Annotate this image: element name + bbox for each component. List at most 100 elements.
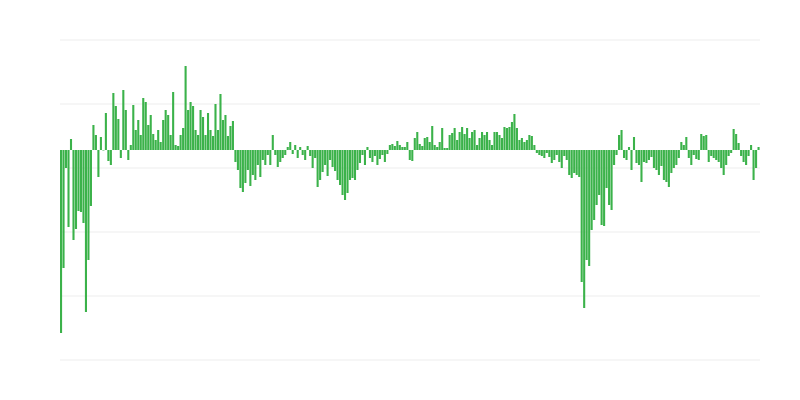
bar [730, 150, 733, 153]
bar [456, 140, 459, 150]
bar [361, 150, 364, 155]
bar [398, 145, 401, 150]
bar [112, 93, 115, 150]
bar [710, 150, 713, 156]
bar [426, 137, 429, 150]
bar [677, 150, 680, 158]
bar [281, 150, 284, 158]
gridlines [60, 39, 760, 361]
bar [174, 145, 177, 150]
bar [72, 150, 75, 240]
bar [498, 135, 501, 150]
bar [483, 135, 486, 150]
bar [388, 145, 391, 150]
bar [647, 150, 650, 160]
bar [528, 135, 531, 150]
bar [458, 132, 461, 150]
bar [324, 150, 327, 165]
bar [211, 136, 215, 150]
bar [635, 150, 638, 163]
bar [206, 113, 210, 150]
bar [560, 150, 563, 168]
bar [84, 150, 88, 312]
bar [680, 142, 683, 150]
bar [510, 122, 513, 150]
bar [530, 136, 533, 150]
bar [433, 145, 436, 150]
bar [720, 150, 723, 168]
bar [485, 132, 489, 150]
bar [737, 143, 740, 150]
bar [757, 147, 760, 150]
bar [187, 110, 190, 150]
bar [595, 150, 598, 205]
bar [319, 150, 322, 180]
bar [662, 150, 665, 180]
bar [660, 150, 663, 166]
bar [147, 125, 150, 150]
bar [199, 110, 202, 150]
bar [403, 147, 406, 150]
bar [466, 128, 469, 150]
bar [615, 150, 618, 155]
bar [722, 150, 725, 175]
bar [608, 150, 611, 205]
bar [286, 147, 289, 150]
bar [690, 150, 693, 165]
bar [137, 120, 140, 150]
bar [545, 150, 548, 153]
bar [468, 138, 471, 150]
bar [261, 150, 264, 160]
bar [311, 150, 314, 168]
bar [316, 150, 319, 187]
bar [97, 150, 100, 177]
bar [366, 147, 369, 150]
bar [538, 150, 541, 155]
bar [598, 150, 601, 195]
bar [381, 150, 384, 155]
bar [254, 150, 257, 180]
bar [622, 150, 626, 158]
bar [625, 150, 628, 160]
bar [428, 142, 431, 150]
bar [87, 150, 90, 260]
bar [221, 120, 225, 150]
bar [219, 94, 222, 150]
bar [446, 148, 449, 150]
bar [356, 150, 359, 170]
bar [363, 150, 367, 165]
bar [533, 145, 536, 150]
bar [329, 150, 332, 160]
bar [401, 147, 404, 150]
bar [461, 127, 464, 150]
bar [436, 147, 439, 150]
bar [60, 150, 63, 333]
bar [745, 150, 748, 165]
bar [391, 144, 394, 150]
bar [383, 150, 386, 162]
bar [667, 150, 670, 187]
bar [331, 150, 334, 167]
bar [448, 135, 451, 150]
bar [184, 66, 187, 150]
bar [408, 150, 411, 160]
bar [513, 114, 516, 150]
bar [82, 150, 85, 223]
bar [627, 147, 631, 150]
bar [234, 150, 237, 162]
bar [443, 148, 446, 150]
bar [620, 130, 623, 150]
bar [396, 141, 399, 150]
bar [630, 150, 633, 170]
bar [508, 127, 511, 150]
bar [89, 150, 92, 206]
bar [172, 92, 175, 150]
bar [334, 150, 337, 171]
bar [236, 150, 239, 170]
bar [107, 150, 110, 161]
bar [600, 150, 603, 225]
bar [139, 135, 142, 150]
bar [685, 137, 688, 150]
bar [231, 121, 234, 150]
